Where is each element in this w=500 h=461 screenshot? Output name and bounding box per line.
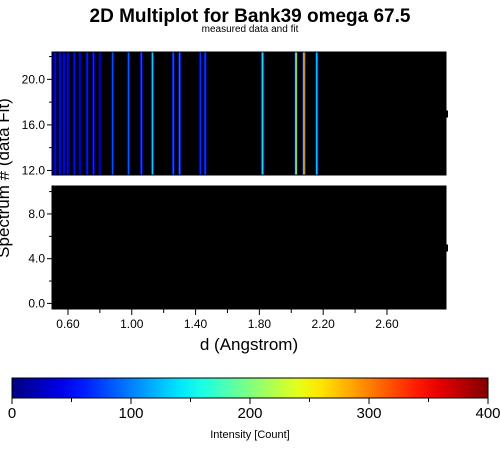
peak-band: [293, 52, 299, 175]
colorbar-tick-label: 0: [8, 405, 16, 422]
colorbar-label: Intensity [Count]: [210, 429, 290, 441]
colorbar: 0 100 200 300 400: [8, 377, 500, 422]
peak-band: [57, 52, 63, 175]
x-axis-label: d (Angstrom): [200, 335, 298, 354]
y-tick-label: 0.0: [28, 296, 45, 310]
peak-band: [65, 52, 71, 175]
x-tick-label: 2.20: [311, 317, 335, 331]
colorbar-tick-label: 400: [475, 405, 500, 422]
x-tick-label: 1.40: [184, 317, 208, 331]
peak-band: [71, 52, 77, 175]
heatmap-panel-upper: [52, 52, 446, 175]
peak-band: [197, 52, 203, 175]
chart-subtitle: measured data and fit: [202, 24, 299, 35]
peak-band: [97, 52, 103, 175]
y-tick-label: 4.0: [28, 252, 45, 266]
peak-band: [52, 52, 58, 175]
peak-band: [314, 52, 320, 175]
y-tick-label: 16.0: [22, 118, 46, 132]
x-tick-label: 1.00: [120, 317, 144, 331]
colorbar-tick-label: 200: [237, 405, 262, 422]
peak-band: [84, 52, 90, 175]
peak-band: [110, 52, 116, 175]
y-tick-label: 20.0: [22, 72, 46, 86]
x-tick-label: 2.60: [375, 317, 399, 331]
peak-band: [177, 52, 183, 175]
peak-band: [90, 52, 96, 175]
x-tick-label: 1.80: [248, 317, 272, 331]
colorbar-tick-label: 300: [356, 405, 381, 422]
heatmap-panel-lower: [52, 186, 446, 309]
peak-band: [138, 52, 144, 175]
peak-band: [61, 52, 67, 175]
y-tick-label: 8.0: [28, 207, 45, 221]
peak-band: [301, 52, 307, 175]
peak-band: [202, 52, 208, 175]
y-tick-label: 12.0: [22, 163, 46, 177]
colorbar-gradient: [11, 377, 489, 399]
x-tick-label: 0.60: [56, 317, 80, 331]
colorbar-tick-label: 100: [118, 405, 143, 422]
plot-area: 12.0 16.0 20.0 0.0 4.0 8.0 0.60 1.00 1.40 1.80 2.2…: [22, 51, 448, 331]
chart-title: 2D Multiplot for Bank39 omega 67.5: [90, 6, 411, 27]
peak-band: [77, 52, 83, 175]
peak-band: [149, 52, 155, 175]
peak-band: [259, 52, 266, 175]
peak-band: [170, 52, 176, 175]
peak-band: [126, 52, 132, 175]
y-axis-label: Spectrum # (data Fit): [0, 98, 13, 258]
